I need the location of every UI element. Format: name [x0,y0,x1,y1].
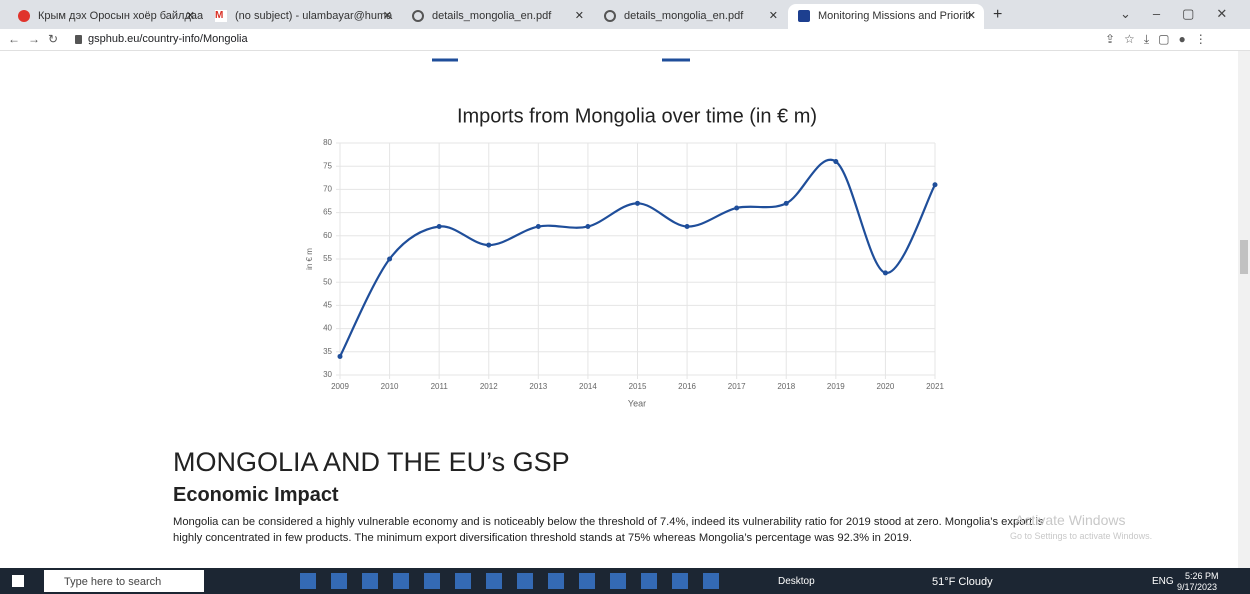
page: Imports from Mongolia *{box-sizing:borde… [0,0,1250,594]
subheading: Economic Impact [173,484,339,507]
chart-title: Imports from Mongolia over time (in € m) [457,105,817,127]
url[interactable]: gsphub.eu/country-info/Mongolia [88,33,248,45]
x-tick-label: 2020 [877,382,895,391]
x-tick-label: 2019 [827,382,845,391]
weather[interactable]: 51°F Cloudy [932,576,993,588]
x-tick-label: 2015 [629,382,647,391]
tab[interactable]: details_mongolia_en.pdf✕ [594,4,786,29]
screen: {"browser":{"tabs":["Крым дэх Оросын хоё… [0,0,1250,594]
x-tick-label: 2018 [777,382,795,391]
y-tick-label: 45 [323,301,332,310]
toolbar-icons[interactable]: ⇪☆⤓▢●⋮ [1105,32,1216,47]
x-tick-label: 2013 [529,382,547,391]
point [784,201,789,206]
tab-active[interactable]: Monitoring Missions and Prioriti✕ [788,4,984,29]
watermark-subtitle: Go to Settings to activate Windows. [1010,531,1152,541]
y-tick-label: 75 [323,161,332,170]
window-controls[interactable]: ⌄–▢✕ [1120,6,1249,22]
y-tick-label: 50 [323,277,332,286]
tab[interactable]: details_mongolia_en.pdf✕ [402,4,592,29]
x-tick-label: 2010 [381,382,399,391]
point [486,243,491,248]
tab-title: Крым дэх Оросын хоёр байлдаа [38,10,203,22]
watermark-title: Activate Windows [1015,512,1125,528]
point [734,205,739,210]
pinned-apps[interactable] [300,573,730,589]
y-tick-label: 65 [323,208,332,217]
point [833,159,838,164]
clock-date[interactable]: 9/17/2023 [1177,582,1217,592]
nav-buttons[interactable]: ←→↻ [8,32,66,46]
point [933,182,938,187]
x-tick-label: 2021 [926,382,944,391]
point [338,354,343,359]
tab-title: details_mongolia_en.pdf [624,10,743,22]
y-tick-label: 35 [323,347,332,356]
tab-title: Monitoring Missions and Prioriti [818,10,971,22]
y-tick-label: 60 [323,231,332,240]
heading: MONGOLIA AND THE EU’s GSP [173,447,570,478]
point [685,224,690,229]
y-tick-label: 40 [323,324,332,333]
y-tick-label: 80 [323,138,332,147]
x-tick-label: 2017 [728,382,746,391]
new-tab[interactable]: + [993,6,1002,24]
tab[interactable]: Крым дэх Оросын хоёр байлдаа✕ [8,4,203,29]
start-button[interactable] [12,575,24,587]
scroll-thumb[interactable] [1240,240,1248,274]
y-tick-label: 55 [323,254,332,263]
point [536,224,541,229]
point [883,270,888,275]
x-tick-label: 2011 [431,382,449,391]
desktop-toolbar[interactable]: Desktop [778,576,815,587]
scrollbar[interactable] [1238,51,1250,568]
y-tick-label: 70 [323,185,332,194]
tab-title: (no subject) - ulambayar@huma [235,10,392,22]
lock-icon [75,35,82,44]
point [585,224,590,229]
y-tick-label: 30 [323,370,332,379]
language[interactable]: ENG [1152,576,1174,587]
x-tick-label: 2014 [579,382,597,391]
x-tick-label: 2012 [480,382,498,391]
x-tick-label: 2016 [678,382,696,391]
clock-time[interactable]: 5:26 PM [1185,571,1219,581]
x-tick-label: 2009 [331,382,349,391]
search-placeholder: Type here to search [64,576,161,588]
point [635,201,640,206]
tab-title: details_mongolia_en.pdf [432,10,551,22]
tab[interactable]: M(no subject) - ulambayar@huma✕ [205,4,400,29]
x-axis-label: Year [628,398,646,408]
y-axis-label: in € m [305,248,314,270]
point [387,257,392,262]
point [437,224,442,229]
paragraph: Mongolia can be considered a highly vuln… [173,514,1068,546]
